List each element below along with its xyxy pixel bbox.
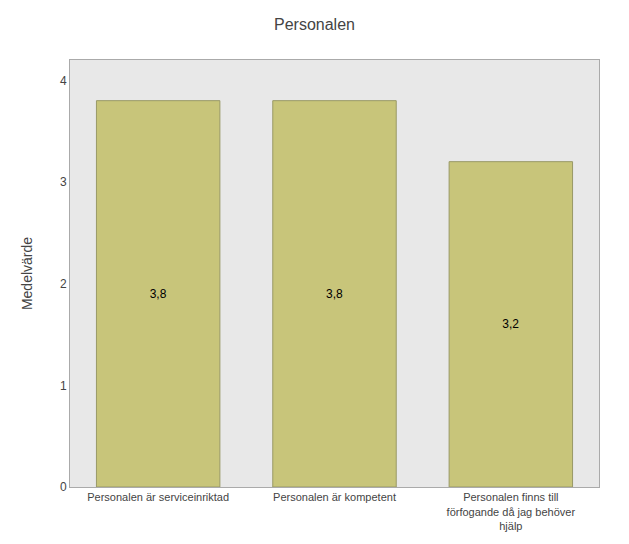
svg-text:3,8: 3,8 <box>150 287 167 301</box>
svg-text:4: 4 <box>60 74 67 88</box>
svg-text:3,8: 3,8 <box>326 287 343 301</box>
svg-text:1: 1 <box>60 379 67 393</box>
svg-text:Medelvärde: Medelvärde <box>19 237 35 310</box>
svg-text:2: 2 <box>60 277 67 291</box>
svg-text:Personalen är kompetent: Personalen är kompetent <box>273 491 396 503</box>
svg-text:3,2: 3,2 <box>502 317 519 331</box>
svg-text:3: 3 <box>60 175 67 189</box>
svg-text:Personalen är serviceinriktad: Personalen är serviceinriktad <box>87 491 229 503</box>
svg-text:Personalen finns tillförfogand: Personalen finns tillförfogande då jag b… <box>447 491 576 532</box>
svg-text:0: 0 <box>60 480 67 494</box>
svg-text:Personalen: Personalen <box>274 16 355 33</box>
